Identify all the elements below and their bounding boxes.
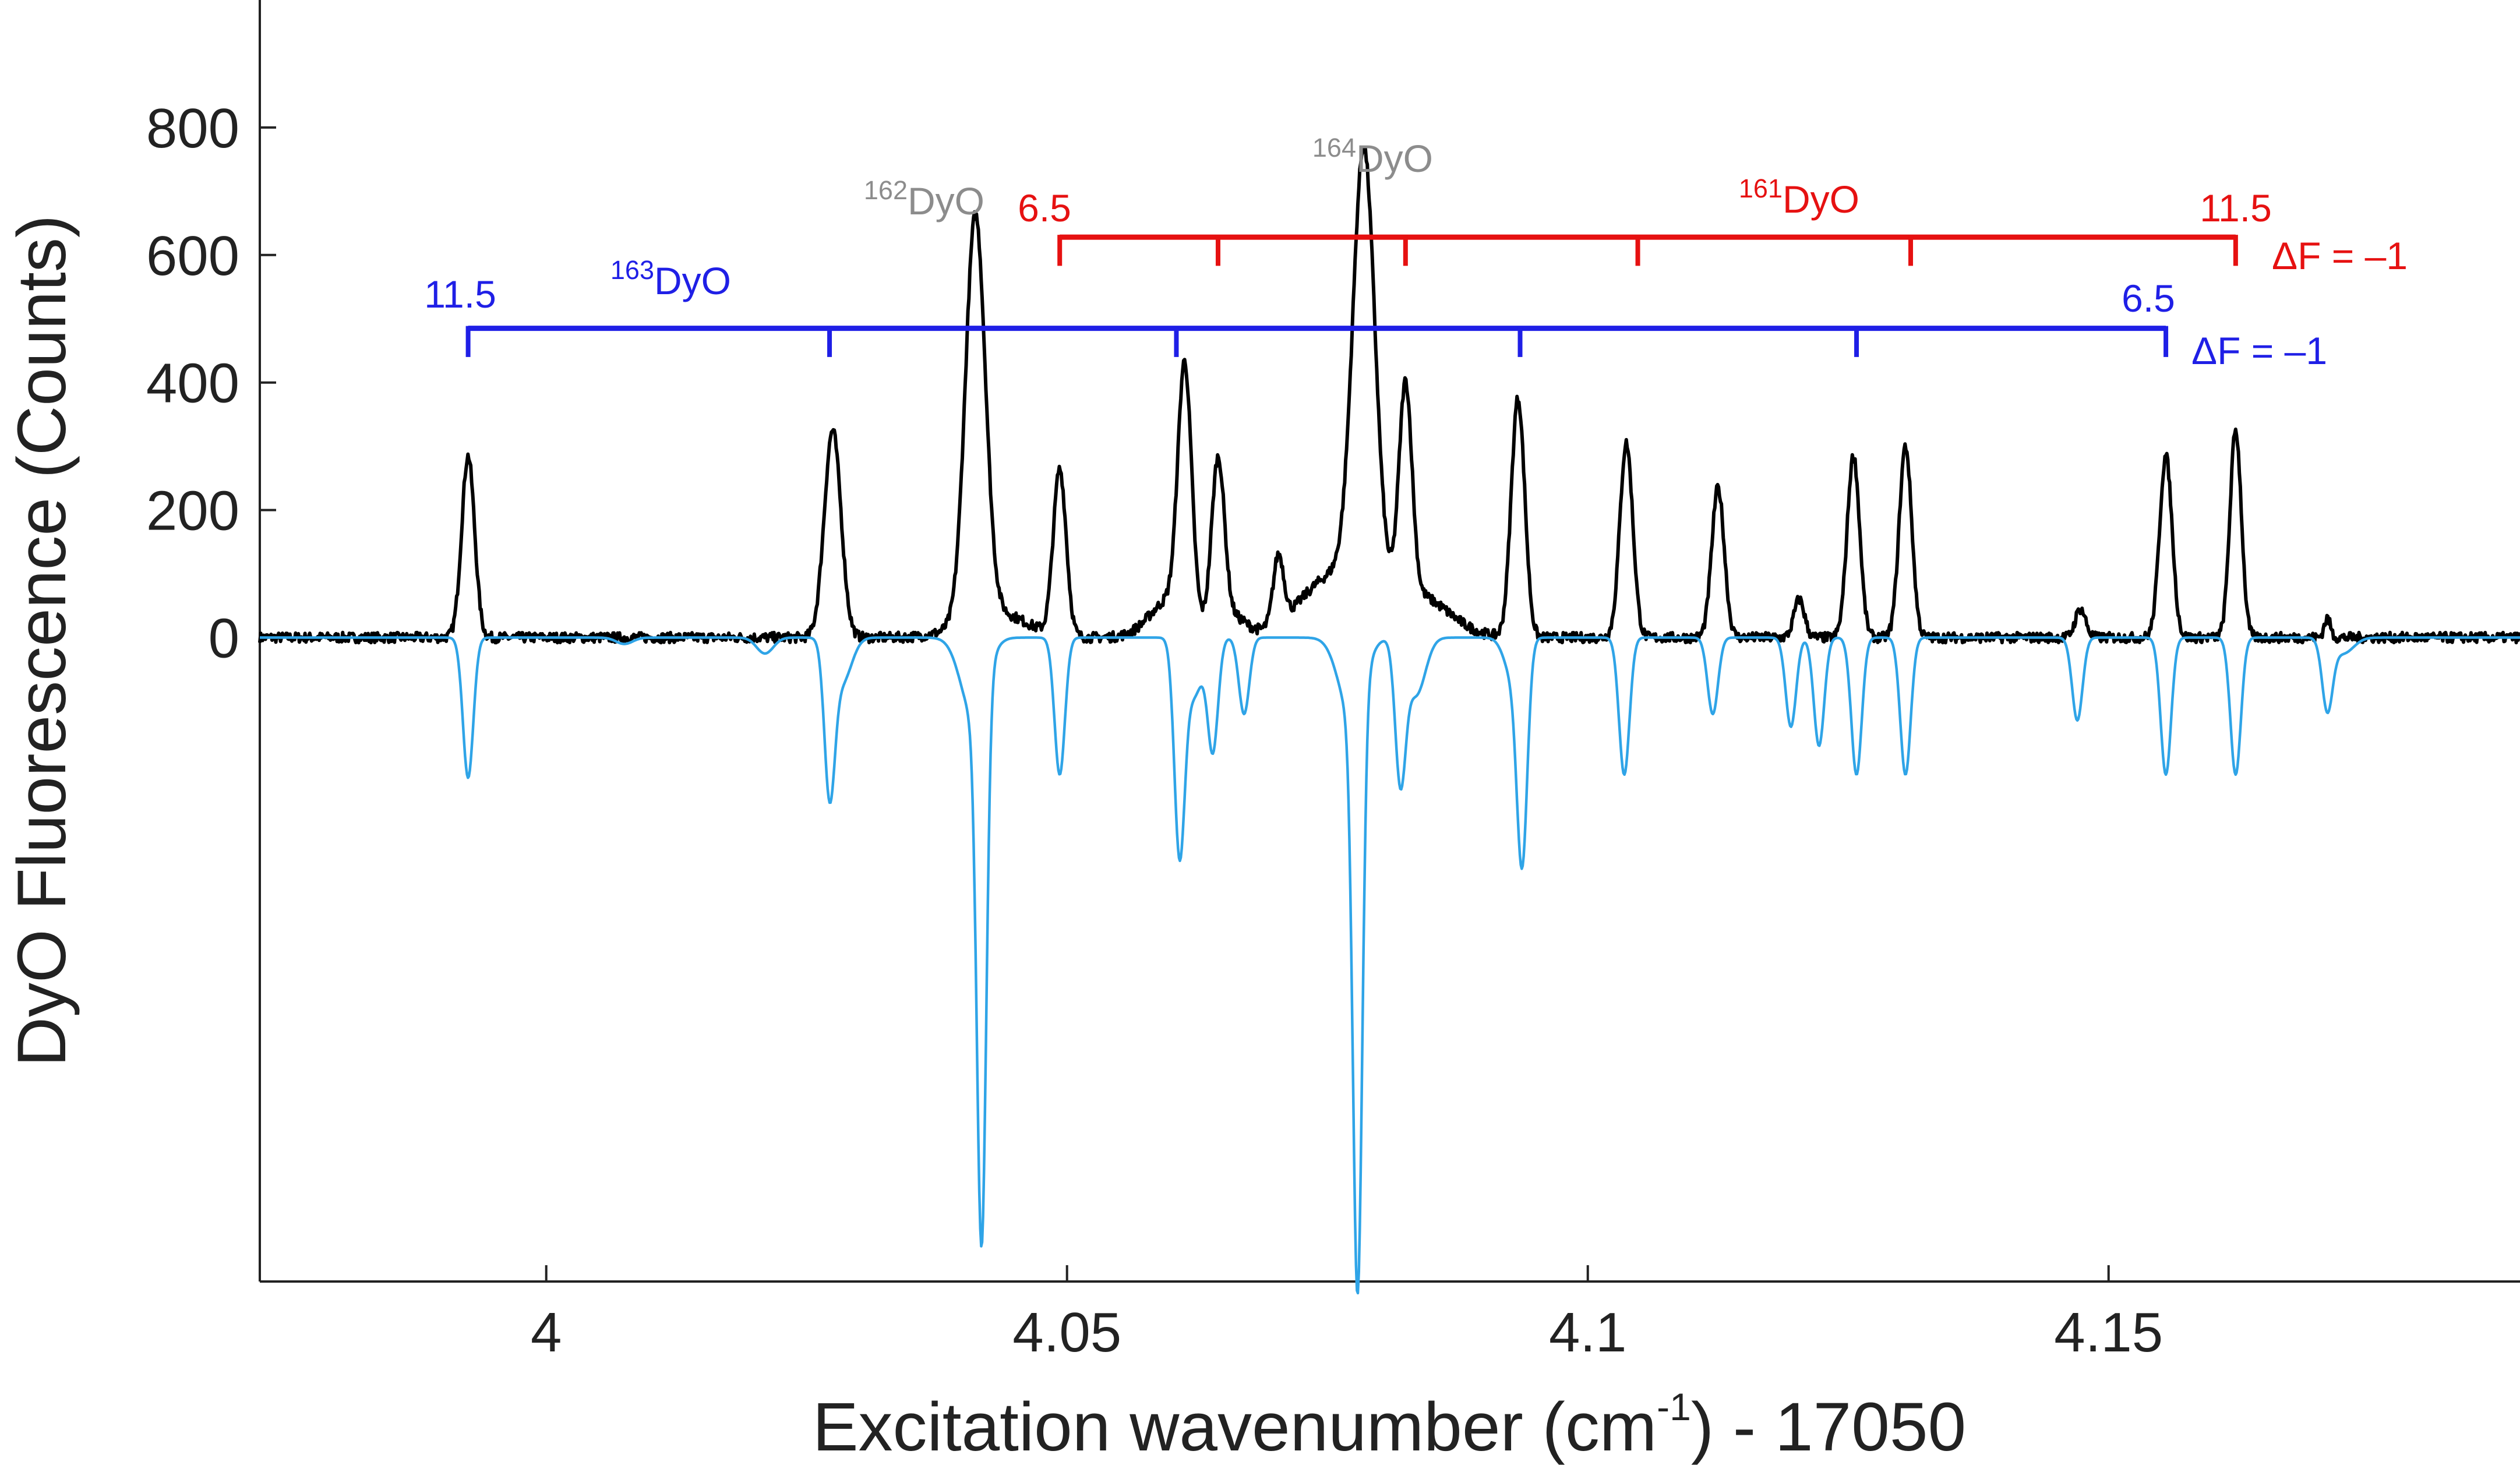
y-axis-title: DyO Fluorescence (Counts) — [3, 215, 80, 1067]
x-tick-label: 4.05 — [1012, 1301, 1121, 1364]
series-line-simulation — [259, 636, 2520, 1295]
isotope-label-161dyo: 161DyO — [1739, 174, 1859, 221]
y-tick-label: 400 — [146, 352, 239, 415]
y-tick-label: 800 — [146, 97, 239, 160]
spectrum-series — [258, 146, 2520, 1295]
y-axis-ticks: 0 200 400 600 800 — [146, 97, 276, 670]
isotope-label-163dyo: 163DyO — [610, 255, 731, 302]
isotope-label-164dyo: 164DyO — [1312, 133, 1433, 180]
y-tick-label: 200 — [146, 480, 239, 542]
x-tick-label: 4 — [531, 1301, 562, 1364]
y-tick-label: 0 — [209, 608, 239, 670]
x-axis-title: Excitation wavenumber (cm-1) - 17050 — [813, 1385, 1966, 1465]
comb-161-end-label: 11.5 — [2200, 186, 2272, 230]
series-line-observed — [258, 146, 2520, 645]
comb-161-start-label: 6.5 — [1018, 186, 1071, 230]
assignment-combs — [465, 234, 2238, 357]
comb-163-delta-f-label: ΔF = –1 — [2191, 329, 2327, 372]
x-tick-label: 4.1 — [1549, 1301, 1626, 1364]
y-tick-label: 600 — [146, 225, 239, 287]
x-tick-label: 4.15 — [2054, 1301, 2163, 1364]
comb-161-delta-f-label: ΔF = –1 — [2272, 234, 2408, 277]
x-axis-ticks: 4 4.05 4.1 4.15 — [531, 1265, 2163, 1364]
comb-163-start-label: 11.5 — [424, 273, 496, 316]
isotope-label-162dyo: 162DyO — [864, 175, 984, 223]
comb-163-end-label: 6.5 — [2122, 277, 2175, 320]
